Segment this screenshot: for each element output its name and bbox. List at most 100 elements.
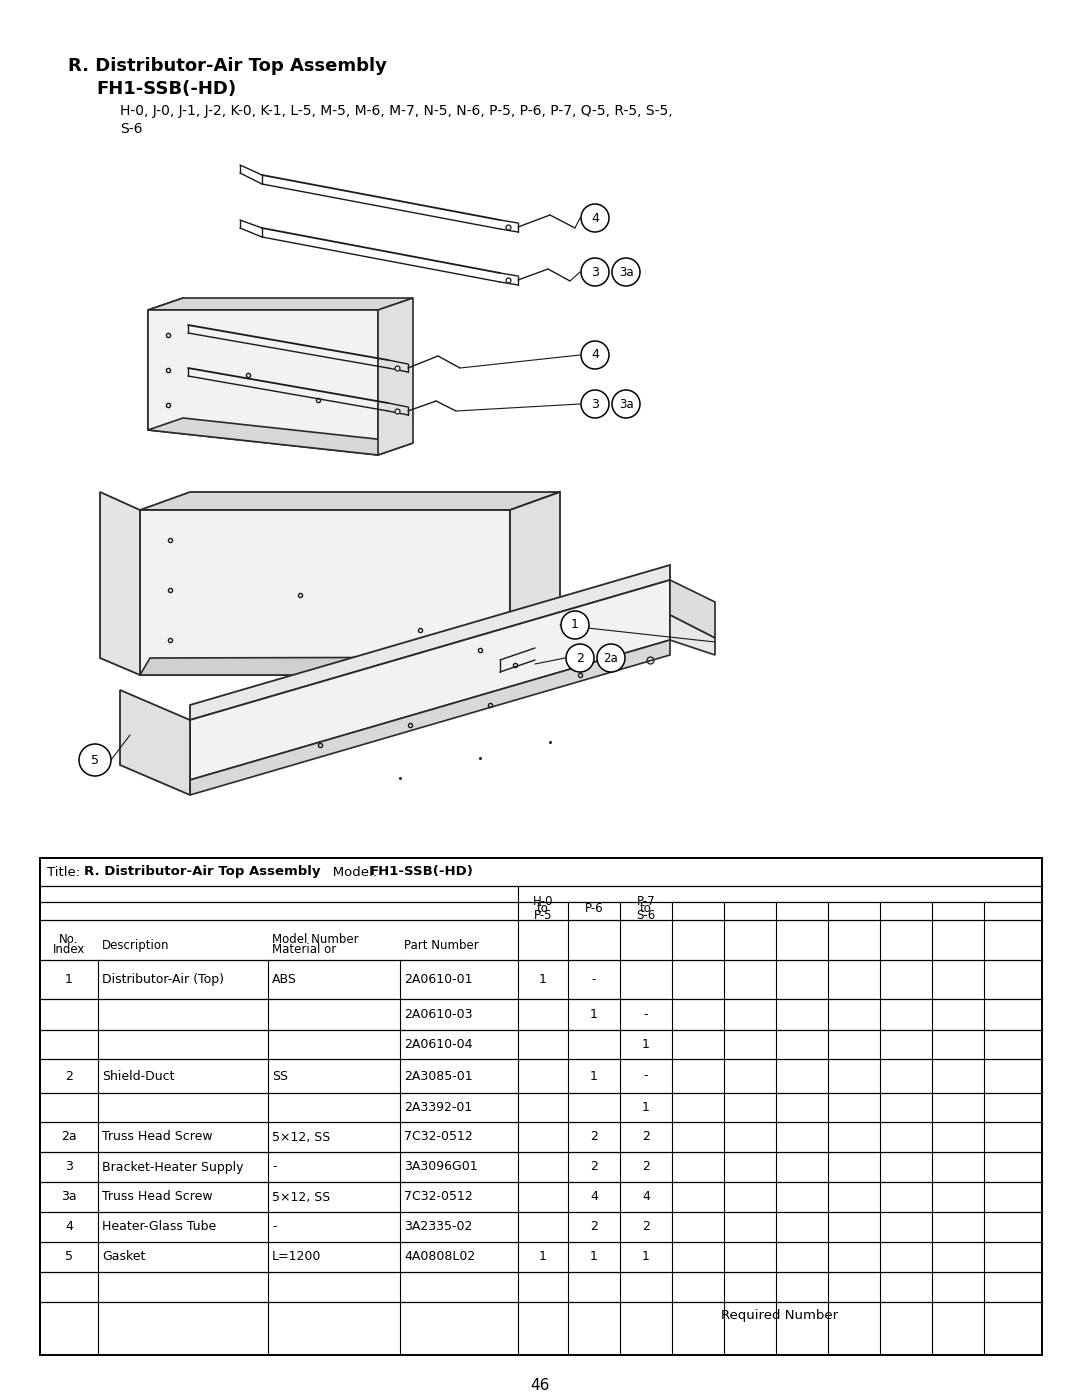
Text: H-0, J-0, J-1, J-2, K-0, K-1, L-5, M-5, M-6, M-7, N-5, N-6, P-5, P-6, P-7, Q-5, : H-0, J-0, J-1, J-2, K-0, K-1, L-5, M-5, … [120,103,673,117]
Text: 1: 1 [643,1038,650,1051]
Circle shape [581,204,609,232]
Text: Required Number: Required Number [721,1309,838,1322]
Text: Truss Head Screw: Truss Head Screw [102,1130,213,1144]
Circle shape [597,644,625,672]
Text: Gasket: Gasket [102,1250,146,1263]
Text: 5×12, SS: 5×12, SS [272,1190,330,1203]
Polygon shape [140,492,561,510]
Polygon shape [148,418,413,455]
Text: 1: 1 [65,972,73,986]
Text: 2a: 2a [604,651,619,665]
Text: 2: 2 [590,1221,598,1234]
Text: P-7: P-7 [637,895,656,908]
Text: S-6: S-6 [120,122,143,136]
Circle shape [566,644,594,672]
Text: 2A0610-04: 2A0610-04 [404,1038,473,1051]
Text: 1: 1 [539,972,546,986]
Text: 2: 2 [590,1130,598,1144]
Polygon shape [670,615,715,655]
Text: 3: 3 [591,265,599,278]
Text: Truss Head Screw: Truss Head Screw [102,1190,213,1203]
Text: 3a: 3a [619,398,633,411]
Circle shape [581,341,609,369]
Text: 1: 1 [590,1009,598,1021]
Text: 2: 2 [590,1161,598,1173]
Text: 1: 1 [643,1101,650,1113]
Polygon shape [148,298,183,430]
Polygon shape [190,580,670,780]
Polygon shape [148,298,413,310]
Text: 2: 2 [643,1161,650,1173]
Text: P-5: P-5 [534,909,552,922]
Circle shape [79,745,111,775]
Text: Heater-Glass Tube: Heater-Glass Tube [102,1221,216,1234]
Text: Part Number: Part Number [404,939,478,951]
Text: 4: 4 [65,1221,73,1234]
Text: 2: 2 [643,1130,650,1144]
Text: No.: No. [59,933,79,946]
Text: -: - [272,1221,276,1234]
Text: Model:: Model: [320,866,381,879]
Text: -: - [644,1070,648,1083]
Text: 3A3096G01: 3A3096G01 [404,1161,477,1173]
Text: 4: 4 [590,1190,598,1203]
Text: 3: 3 [591,398,599,411]
Text: 4: 4 [591,348,599,362]
Polygon shape [510,492,561,675]
Text: 5: 5 [65,1250,73,1263]
Text: -: - [272,1161,276,1173]
Text: 2A0610-03: 2A0610-03 [404,1009,473,1021]
Text: 1: 1 [590,1250,598,1263]
Circle shape [561,610,589,638]
Text: H-0: H-0 [532,895,553,908]
Text: 1: 1 [643,1250,650,1263]
Text: 3A2335-02: 3A2335-02 [404,1221,472,1234]
Text: 7C32-0512: 7C32-0512 [404,1130,473,1144]
Circle shape [612,258,640,286]
Text: Description: Description [102,939,170,951]
Polygon shape [148,310,378,455]
Text: S-6: S-6 [636,909,656,922]
Text: 5×12, SS: 5×12, SS [272,1130,330,1144]
Text: Distributor-Air (Top): Distributor-Air (Top) [102,972,224,986]
Text: Index: Index [53,943,85,956]
Text: 2: 2 [65,1070,73,1083]
Text: FH1-SSB(-HD): FH1-SSB(-HD) [370,866,474,879]
Text: L=1200: L=1200 [272,1250,322,1263]
Text: -: - [592,972,596,986]
Text: 7C32-0512: 7C32-0512 [404,1190,473,1203]
Polygon shape [140,657,561,675]
Text: 2a: 2a [62,1130,77,1144]
Polygon shape [378,298,413,455]
Text: 3: 3 [65,1161,73,1173]
Text: Bracket-Heater Supply: Bracket-Heater Supply [102,1161,243,1173]
Text: Model Number: Model Number [272,933,359,946]
Text: to: to [640,902,652,915]
Text: 46: 46 [530,1377,550,1393]
Text: 2A3085-01: 2A3085-01 [404,1070,473,1083]
Text: 1: 1 [539,1250,546,1263]
Text: 1: 1 [590,1070,598,1083]
Circle shape [581,258,609,286]
Text: 4A0808L02: 4A0808L02 [404,1250,475,1263]
Text: 2: 2 [576,651,584,665]
Text: 2: 2 [643,1221,650,1234]
Text: ABS: ABS [272,972,297,986]
Text: 4: 4 [591,211,599,225]
Text: 2A0610-01: 2A0610-01 [404,972,473,986]
Polygon shape [190,640,670,795]
Polygon shape [190,564,670,719]
Text: 2A3392-01: 2A3392-01 [404,1101,472,1113]
Text: 1: 1 [571,619,579,631]
Text: FH1-SSB(-HD): FH1-SSB(-HD) [96,80,237,98]
Text: 3a: 3a [619,265,633,278]
Text: -: - [644,1009,648,1021]
Bar [40,858,1042,1355]
Circle shape [581,390,609,418]
Text: R. Distributor-Air Top Assembly: R. Distributor-Air Top Assembly [84,866,321,879]
Polygon shape [100,492,140,675]
Text: to: to [537,902,549,915]
Text: Title:: Title: [48,866,84,879]
Polygon shape [140,510,510,675]
Text: 3a: 3a [62,1190,77,1203]
